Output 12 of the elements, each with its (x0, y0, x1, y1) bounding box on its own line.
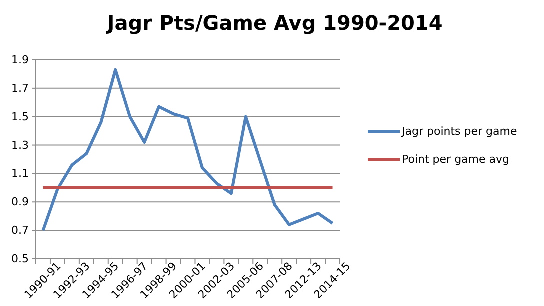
y-tick-label: 1.5 (12, 110, 29, 124)
legend-label: Jagr points per game (401, 125, 518, 138)
legend-label: Point per game avg (402, 153, 510, 166)
y-tick-label: 1.9 (12, 54, 29, 67)
y-tick-label: 1.7 (12, 82, 29, 95)
y-tick-label: 0.9 (12, 196, 29, 209)
y-tick-label: 0.7 (12, 224, 29, 238)
y-tick-label: 1.1 (12, 167, 29, 180)
y-tick-label: 0.5 (12, 252, 29, 266)
y-tick-label: 1.3 (12, 138, 29, 152)
line-series (42, 68, 334, 232)
chart-title: Jagr Pts/Game Avg 1990-2014 (105, 11, 443, 35)
